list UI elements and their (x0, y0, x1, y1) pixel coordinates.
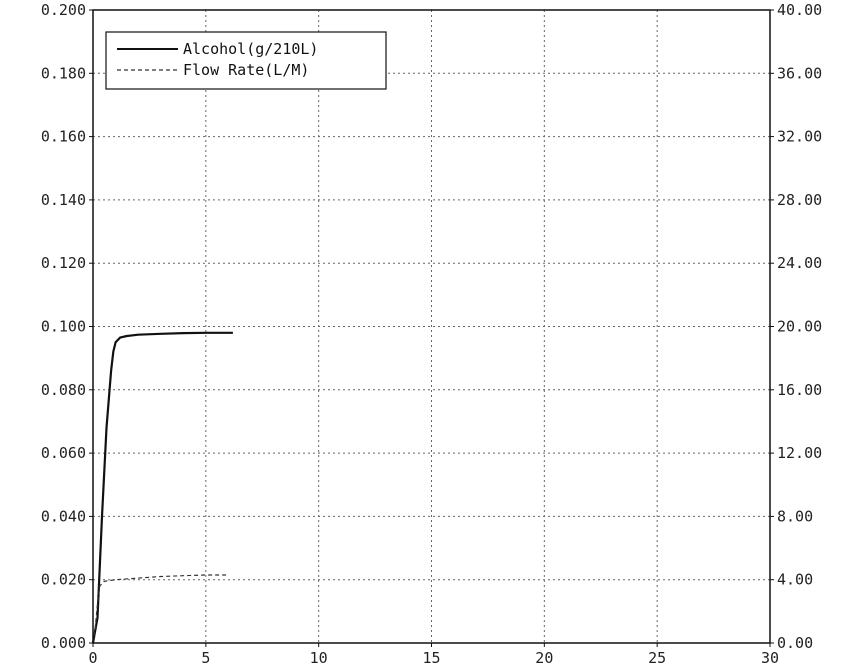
y2-tick-label: 32.00 (777, 128, 822, 146)
grid-layer (93, 10, 770, 643)
y2-tick-label: 28.00 (777, 191, 822, 209)
x-tick-label: 5 (201, 649, 210, 667)
y2-tick-label: 0.00 (777, 634, 813, 652)
x-tick-label: 25 (648, 649, 666, 667)
legend-label-alcohol: Alcohol(g/210L) (183, 40, 318, 58)
y-tick-label: 0.100 (41, 318, 86, 336)
y2-tick-label: 40.00 (777, 1, 822, 19)
x-tick-label: 0 (88, 649, 97, 667)
y2-tick-label: 36.00 (777, 64, 822, 82)
series-line-flow-rate (92, 574, 229, 644)
y-tick-label: 0.060 (41, 444, 86, 462)
series-line-alcohol (91, 331, 233, 644)
y2-tick-label: 20.00 (777, 318, 822, 336)
y2-tick-label: 8.00 (777, 507, 813, 525)
y-tick-label: 0.180 (41, 64, 86, 82)
x-axis: 0 5 10 15 20 25 30 (88, 643, 779, 667)
y-tick-label: 0.160 (41, 128, 86, 146)
y-tick-label: 0.020 (41, 571, 86, 589)
y2-tick-label: 12.00 (777, 444, 822, 462)
legend-label-flow-rate: Flow Rate(L/M) (183, 61, 309, 79)
legend: Alcohol(g/210L) Flow Rate(L/M) (105, 31, 387, 90)
y-tick-label: 0.080 (41, 381, 86, 399)
y-tick-label: 0.120 (41, 254, 86, 272)
x-tick-label: 20 (535, 649, 553, 667)
x-tick-label: 30 (761, 649, 779, 667)
y-tick-label: 0.040 (41, 507, 86, 525)
y2-tick-label: 4.00 (777, 571, 813, 589)
legend-box (105, 31, 387, 90)
series-layer (91, 331, 233, 644)
y-tick-label: 0.000 (41, 634, 86, 652)
y-tick-label: 0.200 (41, 1, 86, 19)
y-tick-label: 0.140 (41, 191, 86, 209)
x-tick-label: 15 (422, 649, 440, 667)
y2-tick-label: 16.00 (777, 381, 822, 399)
y2-tick-label: 24.00 (777, 254, 822, 272)
x-tick-label: 10 (310, 649, 328, 667)
right-y-axis: 0.00 4.00 8.00 12.00 16.00 20.00 24.00 28.00 32.… (770, 1, 822, 652)
left-y-axis: 0.000 0.020 0.040 0.060 0.080 0.100 0.120 0.140… (41, 1, 93, 652)
